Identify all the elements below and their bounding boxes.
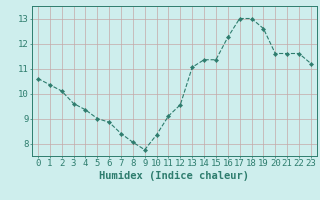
X-axis label: Humidex (Indice chaleur): Humidex (Indice chaleur)	[100, 171, 249, 181]
